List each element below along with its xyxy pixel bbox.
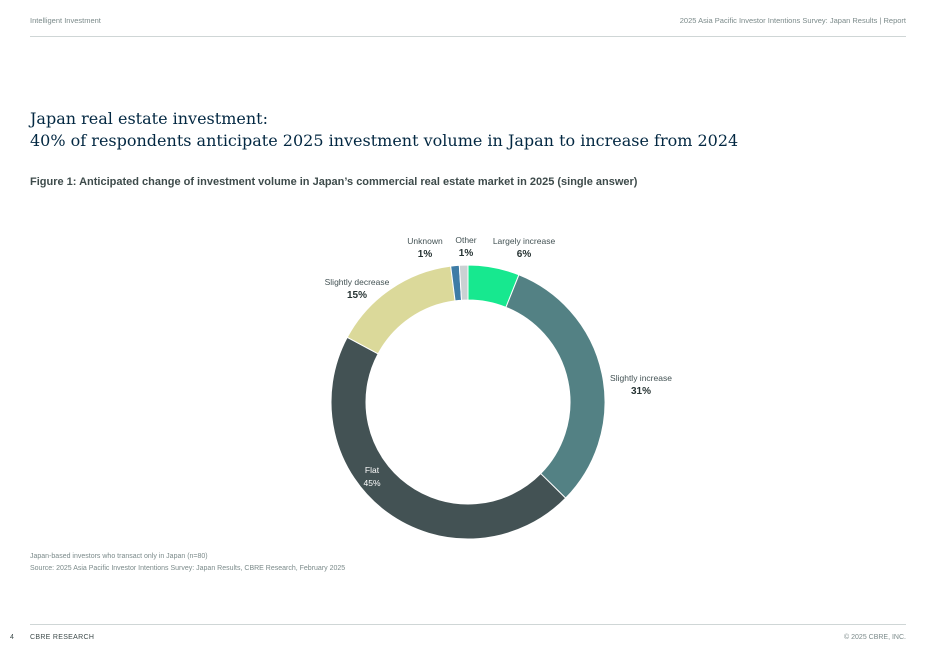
slice-value-label: 6% [517,249,532,260]
headline-line-1: Japan real estate investment: [30,109,268,128]
donut-slice-other [458,264,469,301]
footer-copyright: © 2025 CBRE, INC. [844,634,906,641]
headline-line-2: 40% of respondents anticipate 2025 inves… [30,131,739,150]
slice-label: Slightly increase [610,373,672,383]
chart-note: Japan-based investors who transact only … [30,553,208,560]
slice-label: Other [455,235,476,245]
slice-value-label: 15% [347,290,367,301]
figure-title: Figure 1: Anticipated change of investme… [30,176,638,188]
page-number: 4 [10,634,14,641]
header-divider [30,36,906,37]
slice-value-label: 1% [459,248,474,259]
donut-slice-flat [330,336,567,540]
header-right-text: 2025 Asia Pacific Investor Intentions Su… [679,16,906,25]
slice-label: Flat [365,465,380,475]
slice-value-label: 45% [363,478,380,488]
donut-chart: Largely increase 6% Slightly increase 31% Fl… [325,235,672,540]
header-left-text: Intelligent Investment [30,16,101,25]
slice-value-label: 31% [631,386,651,397]
slice-value-label: 1% [418,249,433,260]
slice-label: Unknown [407,236,443,246]
donut-slice-slightly-increase [505,274,606,499]
chart-source: Source: 2025 Asia Pacific Investor Inten… [30,565,346,572]
footer-divider [30,624,906,625]
slice-label: Slightly decrease [325,277,390,287]
page-headline: Japan real estate investment: 40% of res… [30,108,910,152]
slice-label: Largely increase [493,236,556,246]
footer-brand: CBRE RESEARCH [30,634,95,641]
